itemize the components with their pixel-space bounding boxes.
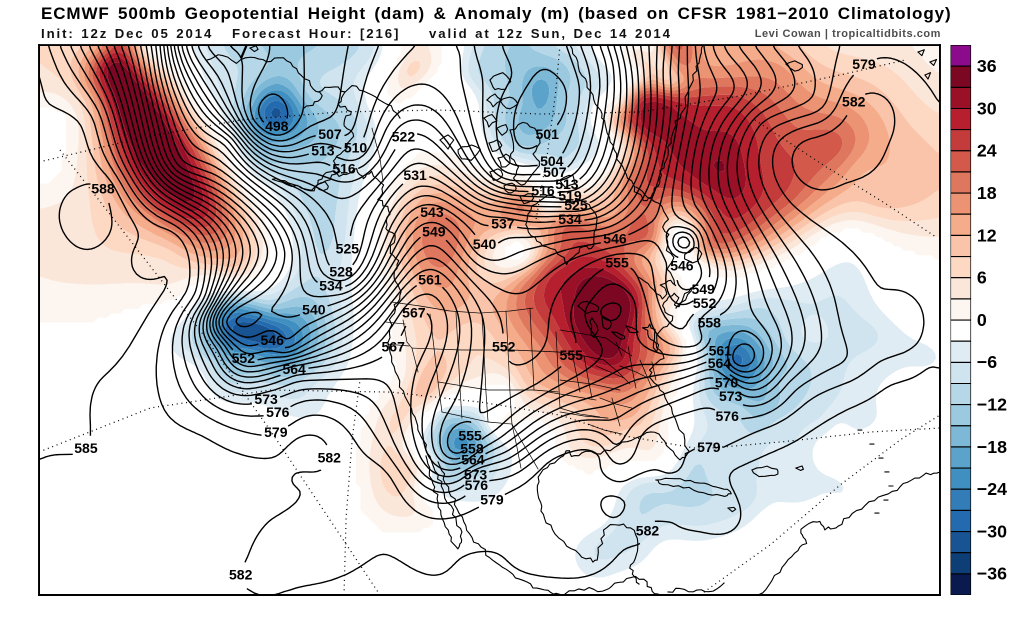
- svg-text:531: 531: [403, 167, 427, 183]
- svg-text:552: 552: [693, 295, 717, 311]
- svg-text:534: 534: [558, 211, 582, 227]
- svg-text:−30: −30: [977, 522, 1007, 542]
- svg-text:549: 549: [691, 281, 715, 297]
- svg-text:534: 534: [319, 278, 343, 294]
- svg-text:552: 552: [492, 339, 516, 355]
- svg-text:528: 528: [329, 263, 353, 279]
- svg-text:498: 498: [265, 118, 289, 134]
- svg-text:6: 6: [977, 268, 987, 288]
- svg-text:36: 36: [977, 56, 997, 76]
- svg-text:507: 507: [543, 164, 567, 180]
- svg-text:−18: −18: [977, 437, 1007, 457]
- svg-text:12: 12: [977, 225, 997, 245]
- svg-text:540: 540: [302, 301, 326, 317]
- svg-text:546: 546: [603, 231, 627, 247]
- svg-text:516: 516: [332, 161, 356, 177]
- svg-text:546: 546: [670, 258, 694, 274]
- svg-text:582: 582: [318, 450, 342, 466]
- svg-text:513: 513: [555, 176, 579, 192]
- svg-text:537: 537: [491, 216, 515, 232]
- svg-text:546: 546: [261, 332, 285, 348]
- svg-text:510: 510: [344, 140, 368, 156]
- svg-text:555: 555: [560, 347, 584, 363]
- svg-text:540: 540: [473, 236, 497, 252]
- svg-text:576: 576: [266, 404, 290, 420]
- svg-text:585: 585: [74, 440, 98, 456]
- svg-text:516: 516: [531, 183, 555, 199]
- svg-text:24: 24: [977, 141, 997, 161]
- svg-text:−36: −36: [977, 564, 1007, 584]
- svg-text:561: 561: [418, 271, 442, 287]
- svg-text:558: 558: [698, 314, 722, 330]
- svg-text:567: 567: [402, 305, 426, 321]
- svg-text:−12: −12: [977, 395, 1007, 415]
- svg-text:582: 582: [229, 567, 253, 583]
- svg-text:504: 504: [540, 153, 564, 169]
- svg-text:564: 564: [282, 361, 306, 377]
- svg-text:519: 519: [558, 187, 582, 203]
- svg-text:579: 579: [264, 424, 288, 440]
- svg-text:0: 0: [977, 310, 987, 330]
- svg-text:576: 576: [465, 477, 489, 493]
- svg-text:570: 570: [715, 374, 739, 390]
- svg-text:507: 507: [318, 126, 342, 142]
- svg-text:18: 18: [977, 183, 997, 203]
- svg-text:525: 525: [336, 241, 360, 257]
- svg-text:555: 555: [458, 428, 482, 444]
- svg-text:549: 549: [422, 224, 446, 240]
- svg-text:543: 543: [420, 204, 444, 220]
- svg-text:522: 522: [392, 128, 416, 144]
- svg-text:582: 582: [636, 523, 660, 539]
- svg-text:573: 573: [719, 388, 743, 404]
- svg-text:558: 558: [460, 441, 484, 457]
- svg-text:561: 561: [709, 342, 733, 358]
- svg-text:588: 588: [91, 181, 115, 197]
- svg-text:579: 579: [852, 56, 876, 72]
- svg-text:513: 513: [311, 142, 335, 158]
- svg-text:567: 567: [381, 339, 405, 355]
- svg-text:564: 564: [461, 452, 485, 468]
- svg-text:573: 573: [254, 391, 278, 407]
- svg-text:573: 573: [464, 467, 488, 483]
- svg-text:576: 576: [716, 408, 740, 424]
- svg-text:579: 579: [480, 491, 504, 507]
- svg-text:−24: −24: [977, 479, 1007, 499]
- svg-text:501: 501: [536, 126, 560, 142]
- svg-text:552: 552: [232, 350, 256, 366]
- svg-text:555: 555: [605, 255, 629, 271]
- svg-text:30: 30: [977, 98, 997, 118]
- svg-text:564: 564: [708, 355, 732, 371]
- svg-text:579: 579: [697, 439, 721, 455]
- svg-text:−6: −6: [977, 352, 997, 372]
- svg-text:525: 525: [564, 197, 588, 213]
- svg-text:582: 582: [842, 93, 866, 109]
